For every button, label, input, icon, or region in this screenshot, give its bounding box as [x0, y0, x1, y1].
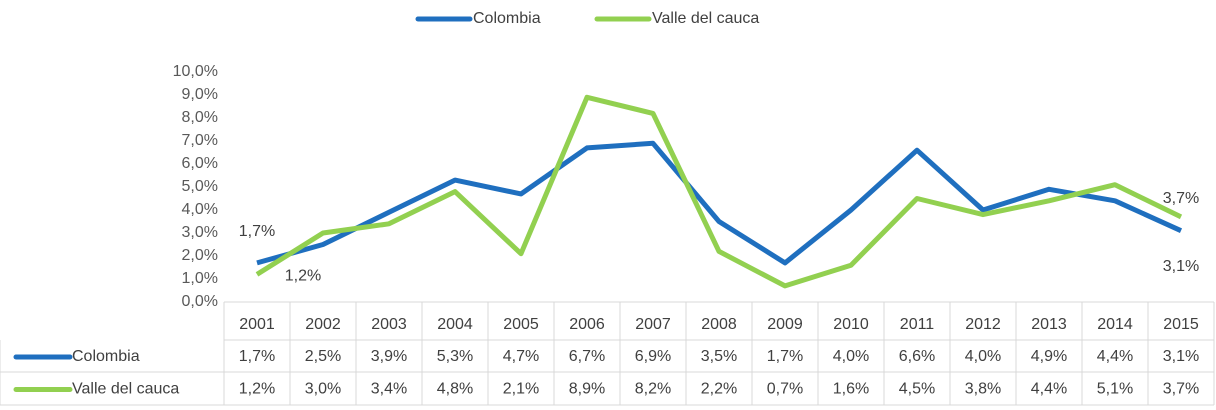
table-cell: 1,7%: [239, 348, 275, 365]
x-tick-label: 2013: [1031, 316, 1067, 333]
table-row-label: Valle del cauca: [72, 381, 179, 398]
table-cell: 3,4%: [371, 381, 407, 398]
table-cell: 4,4%: [1097, 348, 1133, 365]
table-cell: 1,6%: [833, 381, 869, 398]
x-tick-label: 2010: [833, 316, 869, 333]
table-cell: 4,7%: [503, 348, 539, 365]
y-tick-label: 4,0%: [182, 201, 218, 218]
table-cell: 4,0%: [965, 348, 1001, 365]
y-tick-label: 8,0%: [182, 109, 218, 126]
series-line: [255, 94, 1183, 289]
legend-label: Colombia: [473, 10, 541, 27]
table-cell: 0,7%: [767, 381, 803, 398]
x-tick-label: 2008: [701, 316, 737, 333]
table-cell: 2,1%: [503, 381, 539, 398]
table-cell: 4,8%: [437, 381, 473, 398]
table-cell: 4,9%: [1031, 348, 1067, 365]
x-tick-label: 2009: [767, 316, 803, 333]
x-tick-label: 2002: [305, 316, 341, 333]
x-tick-label: 2005: [503, 316, 539, 333]
table-cell: 6,7%: [569, 348, 605, 365]
data-label: 1,2%: [285, 268, 321, 285]
x-tick-label: 2001: [239, 316, 275, 333]
table-cell: 3,9%: [371, 348, 407, 365]
table-row-label: Colombia: [72, 348, 140, 365]
table-cell: 4,5%: [899, 381, 935, 398]
table-cell: 1,7%: [767, 348, 803, 365]
data-label: 3,7%: [1163, 190, 1199, 207]
series-line: [256, 140, 1183, 266]
table-cell: 8,9%: [569, 381, 605, 398]
x-tick-label: 2011: [900, 316, 935, 333]
y-tick-label: 1,0%: [182, 270, 218, 287]
table-cell: 3,0%: [305, 381, 341, 398]
y-tick-label: 5,0%: [182, 178, 218, 195]
table-cell: 6,6%: [899, 348, 935, 365]
y-tick-label: 10,0%: [173, 63, 218, 80]
data-label: 3,1%: [1163, 258, 1199, 275]
table-cell: 2,5%: [305, 348, 341, 365]
x-tick-label: 2006: [569, 316, 605, 333]
table-cell: 2,2%: [701, 381, 737, 398]
y-tick-label: 0,0%: [182, 293, 218, 310]
y-tick-label: 6,0%: [182, 155, 218, 172]
legend-label: Valle del cauca: [652, 10, 759, 27]
table-cell: 8,2%: [635, 381, 671, 398]
table-cell: 3,8%: [965, 381, 1001, 398]
x-tick-label: 2012: [965, 316, 1001, 333]
table-cell: 5,1%: [1097, 381, 1133, 398]
y-tick-label: 3,0%: [182, 224, 218, 241]
table-cell: 3,5%: [701, 348, 737, 365]
x-tick-label: 2004: [437, 316, 473, 333]
table-cell: 6,9%: [635, 348, 671, 365]
x-tick-label: 2014: [1097, 316, 1133, 333]
table-cell: 3,7%: [1163, 381, 1199, 398]
table-cell: 4,4%: [1031, 381, 1067, 398]
table-cell: 4,0%: [833, 348, 869, 365]
y-tick-label: 7,0%: [182, 132, 218, 149]
table-cell: 3,1%: [1163, 348, 1199, 365]
y-tick-label: 2,0%: [182, 247, 218, 264]
x-tick-label: 2003: [371, 316, 407, 333]
table-cell: 1,2%: [239, 381, 275, 398]
x-tick-label: 2015: [1163, 316, 1199, 333]
y-tick-label: 9,0%: [182, 86, 218, 103]
table-cell: 5,3%: [437, 348, 473, 365]
x-tick-label: 2007: [635, 316, 671, 333]
data-label: 1,7%: [239, 223, 275, 240]
